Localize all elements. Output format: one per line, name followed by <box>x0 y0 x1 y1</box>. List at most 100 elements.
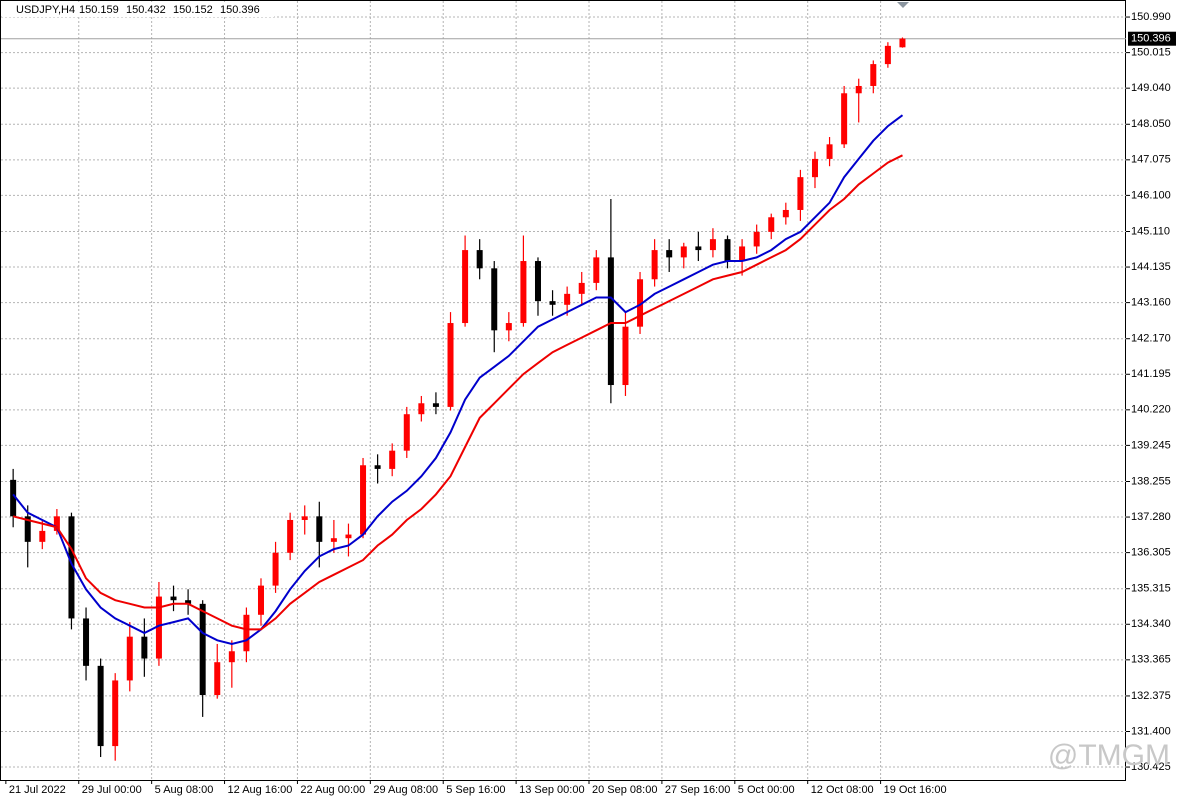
y-tick-label: 133.365 <box>1131 654 1171 666</box>
candle-body <box>214 662 221 696</box>
watermark: @TMGM <box>1048 739 1170 772</box>
candle-body <box>884 45 891 65</box>
candle-body <box>491 268 498 331</box>
y-tick-label: 143.160 <box>1131 297 1171 309</box>
plot-frame <box>0 0 1126 781</box>
x-tick-label: 5 Aug 08:00 <box>155 784 214 796</box>
candle-body <box>287 519 294 553</box>
x-tick-label: 29 Jul 00:00 <box>82 784 142 796</box>
y-tick-label: 138.255 <box>1131 475 1171 487</box>
y-tick-label: 142.170 <box>1131 333 1171 345</box>
candle-body <box>185 600 192 604</box>
moving-average <box>12 154 903 631</box>
y-tick-label: 136.305 <box>1131 547 1171 559</box>
candle-body <box>462 250 469 324</box>
header-value: 150.432 <box>126 4 166 16</box>
candle-body <box>753 231 760 247</box>
candle-body <box>374 465 381 469</box>
candle-body <box>83 618 90 666</box>
price-label-box <box>1128 31 1176 46</box>
candle-body <box>637 279 644 327</box>
candle-body <box>10 479 17 517</box>
candle-body <box>126 636 133 681</box>
y-tick-label: 147.075 <box>1131 154 1171 166</box>
candle-body <box>680 246 687 258</box>
x-tick-label: 12 Oct 08:00 <box>811 784 874 796</box>
header-bg <box>2 2 274 17</box>
candle-body <box>155 596 162 659</box>
candle-body <box>301 516 308 520</box>
candle-body <box>520 261 527 324</box>
y-tick-label: 130.425 <box>1131 761 1171 773</box>
candle-body <box>797 177 804 210</box>
candle-body <box>316 516 323 542</box>
candle-body <box>855 85 862 94</box>
x-tick-label: 5 Sep 16:00 <box>446 784 505 796</box>
x-tick-label: 5 Oct 00:00 <box>738 784 795 796</box>
candle-body <box>199 603 206 696</box>
candle-body <box>170 596 177 601</box>
candle-body <box>549 301 556 305</box>
candle-body <box>418 403 425 415</box>
candle-body <box>578 282 585 294</box>
candle-body <box>141 636 148 659</box>
moving-average <box>12 114 904 646</box>
candle-body <box>622 326 629 386</box>
x-tick-label: 27 Sep 16:00 <box>665 784 730 796</box>
candle-body <box>841 93 848 145</box>
candle-body <box>782 209 789 218</box>
candle-body <box>534 261 541 302</box>
candle-body <box>899 38 906 48</box>
shift-marker <box>897 2 909 8</box>
candle-body <box>564 293 571 305</box>
candle-body <box>870 64 877 86</box>
price-label: 150.396 <box>1131 33 1171 45</box>
candle-body <box>739 246 746 262</box>
candle-body <box>360 465 367 535</box>
y-tick-label: 131.400 <box>1131 725 1171 737</box>
y-tick-label: 137.280 <box>1131 511 1171 523</box>
y-tick-label: 146.100 <box>1131 189 1171 201</box>
candle-body <box>403 414 410 451</box>
symbol: USDJPY,H4 <box>16 4 75 16</box>
candle-body <box>272 552 279 586</box>
y-tick-label: 140.220 <box>1131 404 1171 416</box>
x-tick-label: 21 Jul 2022 <box>9 784 66 796</box>
candle-body <box>476 250 483 269</box>
candle-body <box>724 239 731 262</box>
y-tick-label: 134.340 <box>1131 618 1171 630</box>
candle-body <box>330 538 337 542</box>
candle-body <box>97 665 104 747</box>
candle-body <box>112 680 119 747</box>
y-tick-label: 135.315 <box>1131 583 1171 595</box>
x-tick-label: 19 Oct 16:00 <box>884 784 947 796</box>
candle-body <box>39 530 46 542</box>
y-tick-label: 144.135 <box>1131 261 1171 273</box>
candle-body <box>243 614 250 652</box>
candle-body <box>666 250 673 258</box>
x-tick-label: 12 Aug 16:00 <box>228 784 293 796</box>
candle-body <box>593 257 600 283</box>
x-tick-label: 22 Aug 00:00 <box>300 784 365 796</box>
candle-body <box>447 323 454 407</box>
candle-body <box>695 246 702 251</box>
candle-body <box>811 158 818 178</box>
candle-body <box>257 585 264 615</box>
candle-body <box>826 144 833 159</box>
candle-body <box>68 516 75 619</box>
y-tick-label: 145.110 <box>1131 225 1170 237</box>
candle-body <box>768 217 775 232</box>
y-tick-label: 132.375 <box>1131 690 1171 702</box>
candle-body <box>389 450 396 469</box>
y-tick-label: 149.040 <box>1131 82 1171 94</box>
candle-body <box>607 257 614 386</box>
candle-body <box>345 534 352 539</box>
candle-body <box>709 239 716 251</box>
x-tick-label: 13 Sep 00:00 <box>519 784 584 796</box>
header-value: 150.159 <box>79 4 119 16</box>
y-tick-label: 150.015 <box>1131 47 1171 59</box>
header-value: 150.152 <box>173 4 213 16</box>
y-tick-label: 148.050 <box>1131 118 1171 130</box>
candle-body <box>505 323 512 331</box>
